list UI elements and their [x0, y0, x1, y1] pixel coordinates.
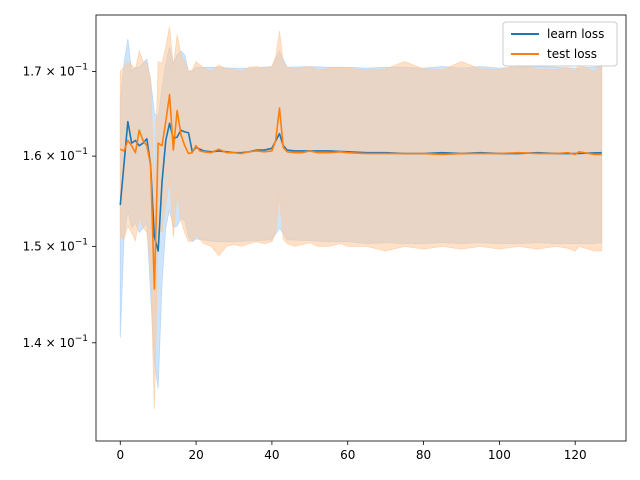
x-tick-label-0: 0: [116, 448, 124, 462]
y-tick-label-0.14: 1.4 × 10−1: [23, 334, 88, 350]
legend-label-learn-loss: learn loss: [547, 27, 604, 41]
x-tick-label-100: 100: [488, 448, 511, 462]
y-tick-label-0.15: 1.5 × 10−1: [23, 237, 88, 253]
legend-label-test-loss: test loss: [547, 47, 597, 61]
x-tick-label-80: 80: [416, 448, 431, 462]
y-axis: 1.4 × 10−1 1.5 × 10−1 1.6 × 10−1 1.7 × 10−1: [23, 62, 96, 350]
series-lines: [119, 93, 602, 290]
x-tick-label-60: 60: [340, 448, 355, 462]
x-tick-label-120: 120: [564, 448, 587, 462]
confidence-bands: [119, 26, 603, 410]
y-tick-label-0.17: 1.7 × 10−1: [23, 62, 88, 78]
plot-frame: [95, 14, 627, 442]
x-axis: 0 20 40 60 80 100 120: [116, 441, 587, 462]
y-tick-label-0.16: 1.6 × 10−1: [23, 147, 88, 163]
line-test-loss: [119, 93, 602, 290]
x-tick-label-20: 20: [188, 448, 203, 462]
legend: learn loss test loss: [502, 21, 618, 67]
band-test-loss: [119, 26, 603, 410]
x-tick-label-40: 40: [264, 448, 279, 462]
